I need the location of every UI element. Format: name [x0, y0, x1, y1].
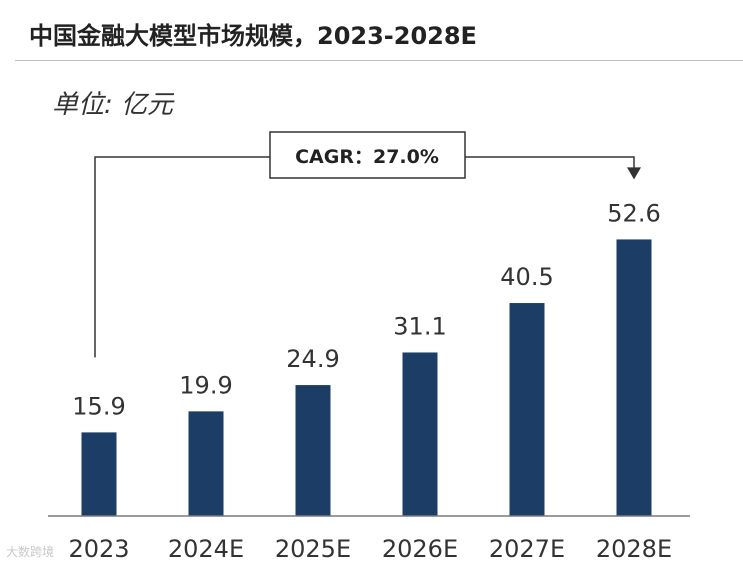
bar-2026E [402, 352, 438, 516]
value-label-2027E: 40.5 [500, 263, 553, 291]
cagr-annotation: CAGR：27.0% [94, 131, 641, 358]
category-label-2023: 2023 [68, 535, 129, 563]
cagr-connector-line [94, 156, 635, 358]
category-label-2026E: 2026E [382, 535, 458, 563]
cagr-arrow-head [627, 167, 641, 180]
bar-2028E [616, 239, 652, 516]
category-labels: 2023 2024E 2025E 2026E 2027E 2028E [68, 535, 672, 563]
value-label-2028E: 52.6 [607, 199, 660, 227]
value-label-2024E: 19.9 [179, 371, 232, 399]
cagr-label: CAGR：27.0% [295, 146, 439, 168]
bar-2027E [509, 303, 545, 516]
value-labels: 15.9 19.9 24.9 31.1 40.5 52.6 [72, 199, 660, 420]
watermark: 大数跨境 [6, 545, 55, 559]
category-label-2025E: 2025E [275, 535, 351, 563]
title-divider [15, 60, 743, 61]
bar-2025E [295, 385, 331, 516]
unit-label: 单位: 亿元 [52, 90, 174, 120]
value-label-2026E: 31.1 [393, 312, 446, 340]
bar-2023 [81, 432, 117, 516]
value-label-2023: 15.9 [72, 392, 125, 420]
value-label-2025E: 24.9 [286, 345, 339, 373]
bar-2024E [188, 411, 224, 516]
category-label-2028E: 2028E [596, 535, 672, 563]
category-label-2027E: 2027E [489, 535, 565, 563]
cagr-box [269, 131, 466, 179]
category-label-2024E: 2024E [168, 535, 244, 563]
chart-title: 中国金融大模型市场规模，2023-2028E [29, 22, 477, 50]
bars [81, 239, 652, 516]
